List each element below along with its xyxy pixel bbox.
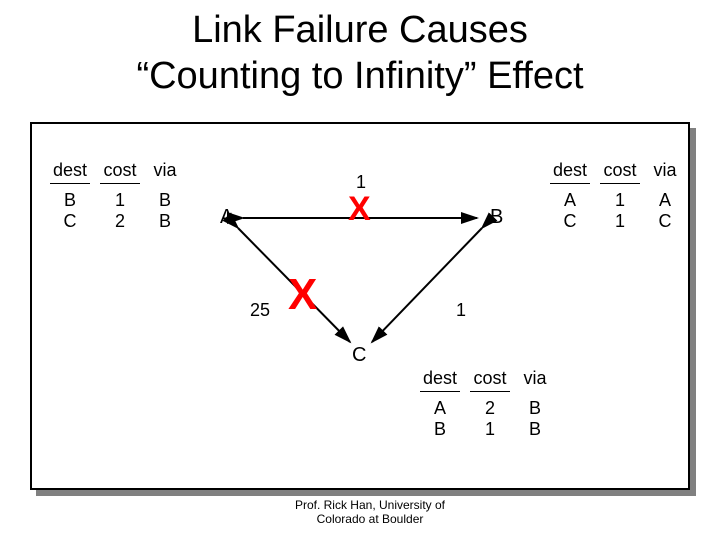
rt-b-hdr-via: via <box>650 160 680 184</box>
rt-b-r0-via: A <box>659 190 671 211</box>
edge-ac-label: 25 <box>250 300 270 321</box>
routing-table-c: dest cost via A B 2 1 B B <box>420 368 550 440</box>
rt-b-r1-via: C <box>659 211 672 232</box>
rt-b-hdr-dest: dest <box>550 160 590 184</box>
edge-bc-label: 1 <box>456 300 466 321</box>
rt-c-hdr-dest: dest <box>420 368 460 392</box>
rt-b-r0-dest: A <box>564 190 576 211</box>
rt-a-r0-via: B <box>159 190 171 211</box>
node-b-label: B <box>490 206 503 229</box>
node-c-label: C <box>352 344 366 367</box>
rt-b-r1-cost: 1 <box>615 211 625 232</box>
footer-line-2: Colorado at Boulder <box>317 512 424 526</box>
rt-c-hdr-via: via <box>520 368 550 392</box>
node-a-label: A <box>220 206 233 229</box>
rt-c-r1-dest: B <box>434 419 446 440</box>
rt-b-hdr-cost: cost <box>600 160 640 184</box>
footer-line-1: Prof. Rick Han, University of <box>295 498 445 512</box>
rt-b-r0-cost: 1 <box>615 190 625 211</box>
network-diagram <box>0 0 720 540</box>
broken-link-ab-x: X <box>348 190 371 229</box>
rt-a-r1-dest: C <box>64 211 77 232</box>
routing-table-b: dest cost via A C 1 1 A C <box>550 160 680 232</box>
routing-table-a: dest cost via B C 1 2 B B <box>50 160 180 232</box>
rt-a-r0-dest: B <box>64 190 76 211</box>
rt-a-hdr-dest: dest <box>50 160 90 184</box>
rt-c-r1-via: B <box>529 419 541 440</box>
rt-a-r0-cost: 1 <box>115 190 125 211</box>
rt-a-r1-via: B <box>159 211 171 232</box>
rt-c-r0-cost: 2 <box>485 398 495 419</box>
rt-b-r1-dest: C <box>564 211 577 232</box>
rt-c-r1-cost: 1 <box>485 419 495 440</box>
rt-a-r1-cost: 2 <box>115 211 125 232</box>
rt-c-r0-dest: A <box>434 398 446 419</box>
rt-a-hdr-via: via <box>150 160 180 184</box>
rt-a-hdr-cost: cost <box>100 160 140 184</box>
rt-c-r0-via: B <box>529 398 541 419</box>
slide-footer: Prof. Rick Han, University of Colorado a… <box>280 498 460 527</box>
edge-b-c <box>372 228 482 342</box>
rt-c-hdr-cost: cost <box>470 368 510 392</box>
broken-link-ac-x: X <box>288 270 317 320</box>
